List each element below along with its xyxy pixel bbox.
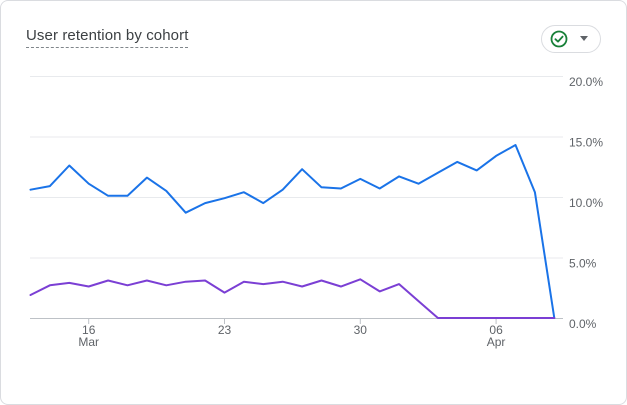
status-dropdown-button[interactable] <box>541 25 601 53</box>
check-circle-icon <box>550 30 568 48</box>
x-tick-label: 30 <box>354 323 368 337</box>
y-tick-label: 0.0% <box>569 317 597 331</box>
y-tick-label: 5.0% <box>569 257 597 271</box>
series-line-1[interactable] <box>29 144 556 319</box>
y-tick-label: 15.0% <box>569 136 603 150</box>
y-tick-label: 20.0% <box>569 75 603 89</box>
x-tick-label: 16 <box>82 323 96 337</box>
x-tick-month-label: Apr <box>487 335 506 349</box>
x-tick-label: 06 <box>489 323 503 337</box>
card-title[interactable]: User retention by cohort <box>26 27 189 48</box>
x-tick-month-label: Mar <box>78 335 99 349</box>
series-line-2[interactable] <box>29 278 556 319</box>
y-tick-label: 10.0% <box>569 196 603 210</box>
x-tick-label: 23 <box>218 323 232 337</box>
chevron-down-icon <box>580 36 588 41</box>
